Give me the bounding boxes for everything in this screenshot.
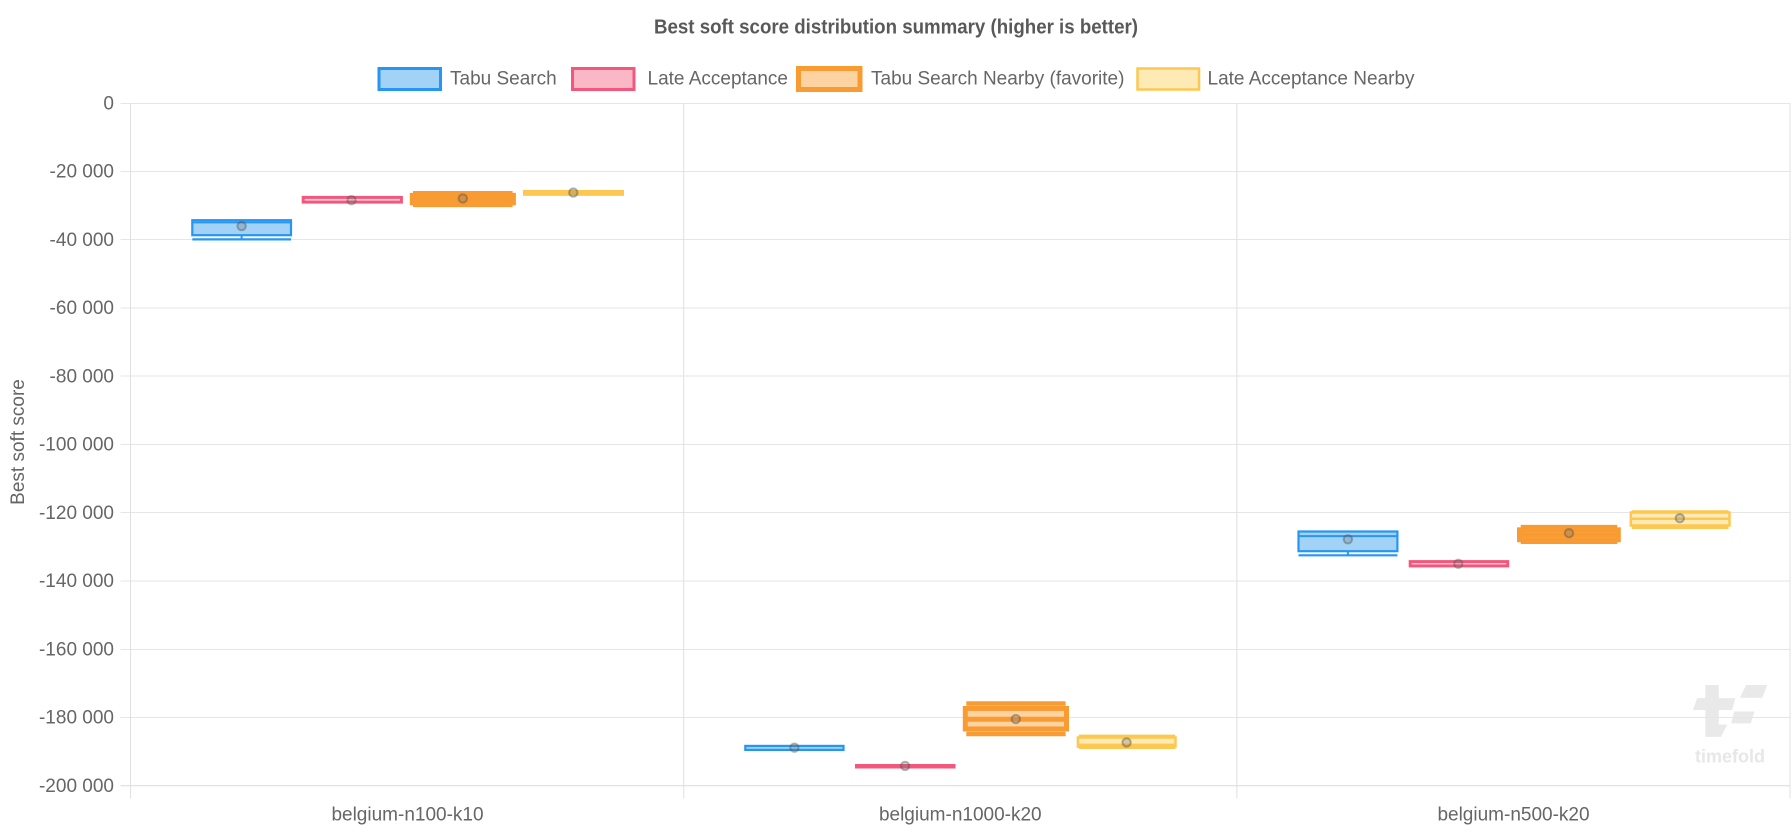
svg-text:belgium-n500-k20: belgium-n500-k20 xyxy=(1437,805,1589,826)
svg-text:-160 000: -160 000 xyxy=(39,640,114,661)
svg-text:timefold: timefold xyxy=(1695,747,1765,767)
svg-text:Late Acceptance: Late Acceptance xyxy=(648,69,789,90)
svg-text:Tabu Search: Tabu Search xyxy=(450,69,557,90)
svg-text:Tabu Search Nearby (favorite): Tabu Search Nearby (favorite) xyxy=(871,69,1124,90)
svg-text:Best soft score distribution s: Best soft score distribution summary (hi… xyxy=(654,17,1138,39)
svg-text:-80 000: -80 000 xyxy=(50,367,114,388)
svg-text:Late Acceptance Nearby: Late Acceptance Nearby xyxy=(1208,69,1416,90)
svg-text:-60 000: -60 000 xyxy=(50,298,114,319)
svg-text:-40 000: -40 000 xyxy=(50,230,114,251)
svg-text:Best soft score: Best soft score xyxy=(8,379,29,505)
svg-text:belgium-n100-k10: belgium-n100-k10 xyxy=(331,805,483,826)
svg-text:-120 000: -120 000 xyxy=(39,503,114,524)
svg-text:-140 000: -140 000 xyxy=(39,571,114,592)
svg-text:-180 000: -180 000 xyxy=(39,708,114,729)
svg-text:0: 0 xyxy=(103,94,114,115)
svg-text:belgium-n1000-k20: belgium-n1000-k20 xyxy=(879,805,1042,826)
svg-text:-200 000: -200 000 xyxy=(39,776,114,797)
svg-text:-100 000: -100 000 xyxy=(39,435,114,456)
svg-text:-20 000: -20 000 xyxy=(50,162,114,183)
